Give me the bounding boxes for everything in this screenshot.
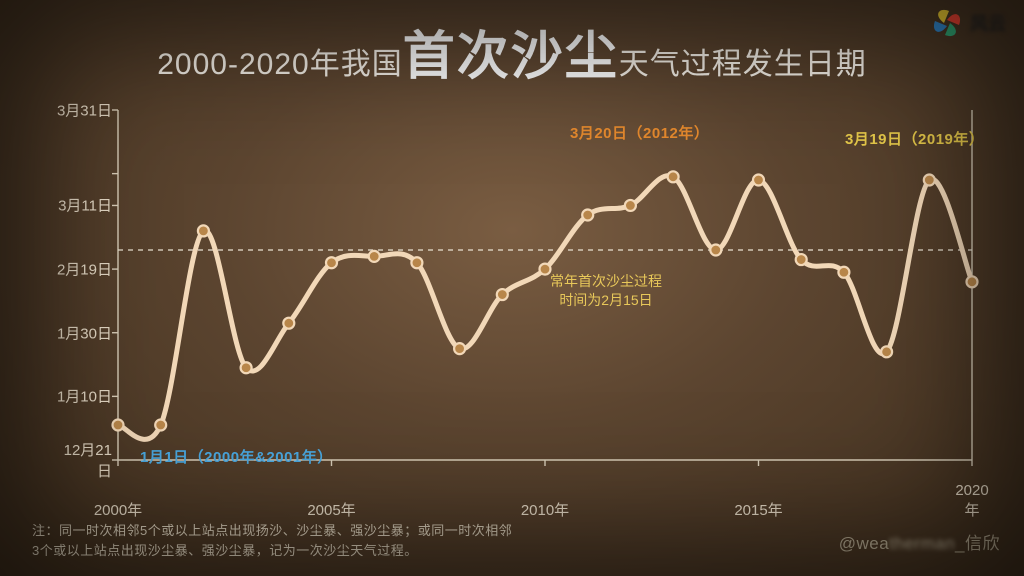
wm-suffix: _信欣 [955, 534, 1000, 553]
chart-annotation: 3月19日（2019年） [845, 128, 984, 149]
y-tick-label: 1月30日 [52, 322, 112, 343]
chart-annotation: 1月1日（2000年&2001年） [140, 446, 333, 467]
watermark: @weatherman_信欣 [839, 529, 1000, 554]
chart-title: 2000-2020年我国首次沙尘天气过程发生日期 [0, 14, 1024, 89]
x-tick-label: 2005年 [307, 499, 355, 520]
wm-mid: therman [889, 534, 955, 553]
chart-annotation: 3月20日（2012年） [570, 122, 709, 143]
footnote: 注：同一时次相邻5个或以上站点出现扬沙、沙尘暴、强沙尘暴；或同一时次相邻 3个或… [32, 521, 512, 560]
wm-prefix: @wea [839, 534, 889, 553]
y-tick-label: 2月19日 [52, 259, 112, 280]
title-prefix: 2000-2020年我国 [157, 48, 402, 81]
pinwheel-icon [930, 6, 964, 40]
chart-canvas [60, 96, 990, 496]
line-chart: 12月21日1月10日1月30日2月19日3月11日3月31日2000年2005… [60, 96, 990, 496]
reference-line-label: 常年首次沙尘过程时间为2月15日 [550, 272, 662, 310]
y-tick-label: 12月21日 [52, 439, 112, 481]
y-tick-label: 3月11日 [52, 195, 112, 216]
footnote-line1: 注：同一时次相邻5个或以上站点出现扬沙、沙尘暴、强沙尘暴；或同一时次相邻 [32, 521, 512, 541]
y-tick-label: 3月31日 [52, 100, 112, 121]
network-logo: 风云 [930, 6, 1006, 40]
title-emph: 首次沙尘 [403, 28, 619, 86]
x-tick-label: 2000年 [94, 499, 142, 520]
x-tick-label: 2010年 [521, 499, 569, 520]
x-tick-label: 2020年 [955, 482, 988, 520]
x-tick-label: 2015年 [734, 499, 782, 520]
logo-text: 风云 [970, 10, 1006, 36]
y-tick-label: 1月10日 [52, 386, 112, 407]
title-suffix: 天气过程发生日期 [619, 48, 867, 81]
footnote-line2: 3个或以上站点出现沙尘暴、强沙尘暴，记为一次沙尘天气过程。 [32, 541, 512, 561]
